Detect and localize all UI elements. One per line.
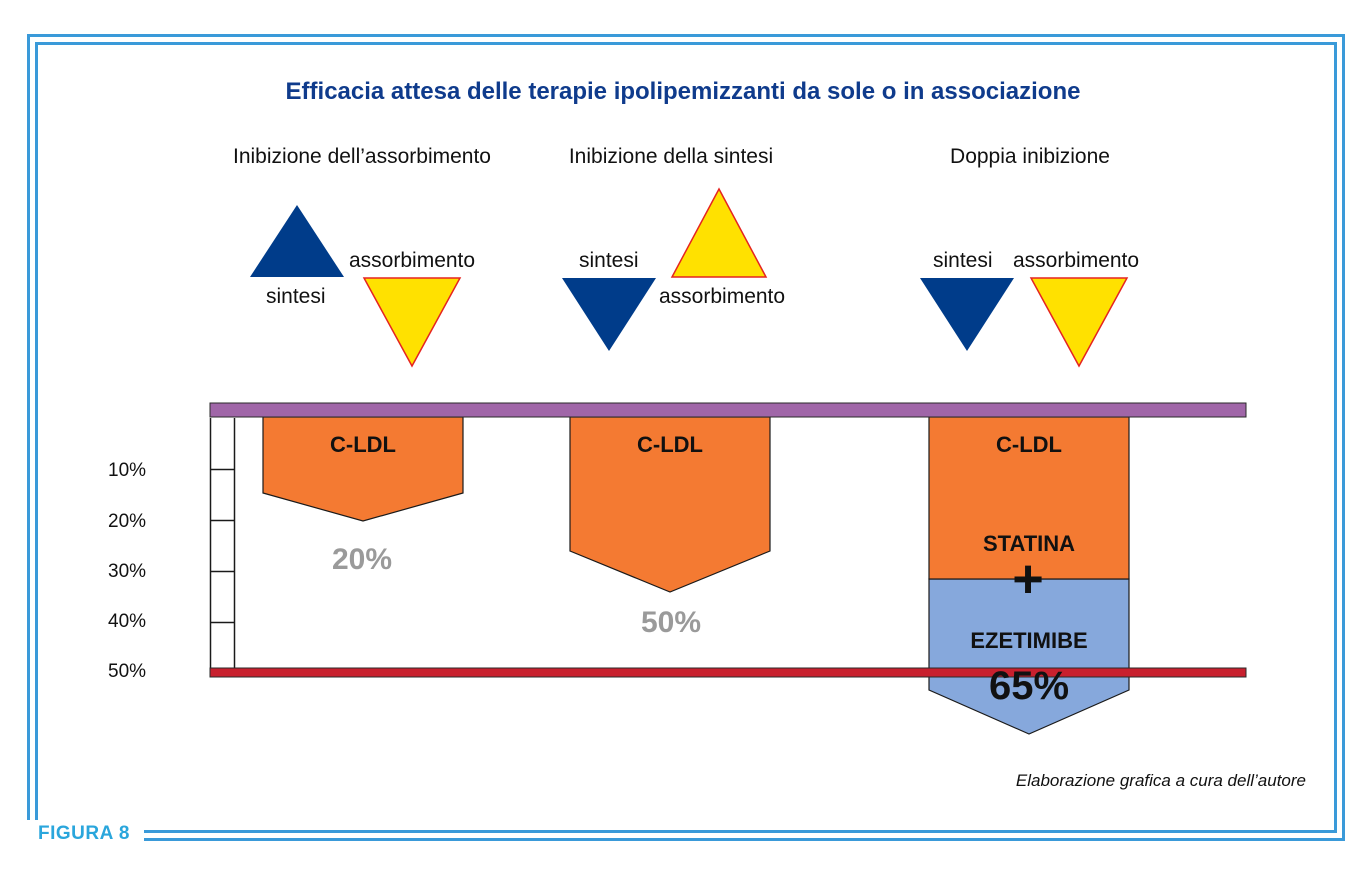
synthesis-label: sintesi — [579, 249, 639, 272]
section-heading-absorption: Inibizione dell’assorbimento — [233, 145, 491, 168]
absorption-up-triangle — [670, 187, 768, 278]
absorption-label: assorbimento — [1013, 249, 1140, 272]
scale-label-30: 30% — [108, 561, 147, 582]
ezetimibe-label: EZETIMIBE — [970, 628, 1087, 653]
ldl-label: C-LDL — [637, 432, 703, 457]
ldl-label: C-LDL — [996, 432, 1062, 457]
scale-label-40: 40% — [108, 611, 147, 632]
section-heading-synthesis: Inibizione della sintesi — [568, 145, 774, 168]
ldl-label: C-LDL — [330, 432, 396, 457]
reduction-50: 50% — [641, 606, 701, 639]
synthesis-up-triangle — [250, 205, 344, 277]
outer-frame — [27, 34, 1345, 841]
scale-label-50: 50% — [108, 661, 147, 682]
plus-sign: + — [1012, 549, 1044, 609]
synthesis-label: sintesi — [933, 249, 993, 272]
statina-label: STATINA — [983, 531, 1075, 556]
top-bar — [209, 402, 1247, 418]
bottom-bar — [209, 667, 1247, 678]
statina-block — [928, 416, 1130, 580]
figure-label: FIGURA 8 — [38, 823, 130, 844]
absorption-down-triangle — [1029, 277, 1129, 368]
absorption-label: assorbimento — [349, 249, 476, 272]
scale-label-20: 20% — [108, 511, 147, 532]
synthesis-label: sintesi — [266, 285, 326, 308]
inner-frame — [35, 42, 1337, 833]
credit-note: Elaborazione grafica a cura dell’autore — [1015, 771, 1306, 790]
reduction-65: 65% — [989, 664, 1069, 708]
figure-label-mask — [24, 820, 144, 850]
absorption-label: assorbimento — [659, 285, 786, 308]
synthesis-down-triangle — [562, 278, 656, 351]
absorption-down-triangle — [362, 277, 462, 368]
synthesis-down-triangle — [920, 278, 1014, 351]
reduction-20: 20% — [332, 543, 392, 576]
section-heading-double: Doppia inibizione — [950, 145, 1110, 168]
scale-ladder — [209, 418, 236, 668]
diagram-title: Efficacia attesa delle terapie ipolipemi… — [285, 78, 1081, 105]
scale-label-10: 10% — [108, 460, 147, 481]
